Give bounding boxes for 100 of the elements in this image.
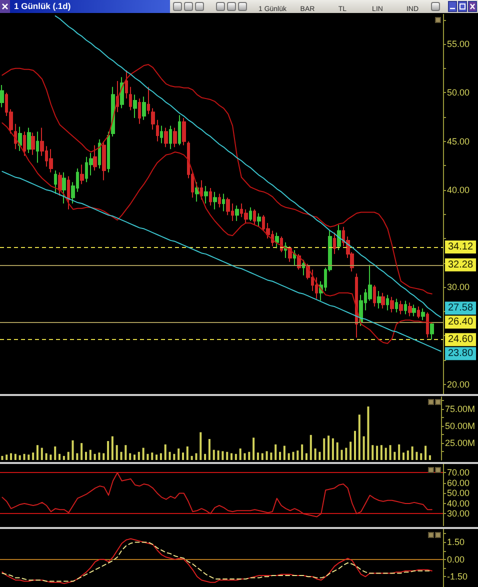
candlestick <box>235 204 239 222</box>
candlestick <box>0 84 4 108</box>
bar <box>380 445 382 460</box>
y-tick-label: 55.00 <box>447 39 470 50</box>
candlestick <box>404 300 407 315</box>
candlestick <box>333 232 336 255</box>
candlestick <box>293 250 296 266</box>
y-tick-label: 40.00 <box>447 498 470 508</box>
bar <box>318 452 321 460</box>
candlestick <box>62 172 66 204</box>
bar <box>226 452 228 460</box>
bar <box>1 456 4 460</box>
bar <box>310 434 312 460</box>
bar <box>134 454 136 460</box>
bar <box>305 453 308 460</box>
bar <box>301 444 304 460</box>
ref-line-label: 34.12 <box>448 242 474 253</box>
bar <box>261 453 264 460</box>
bar <box>340 450 343 460</box>
candlestick <box>200 180 203 200</box>
candlestick <box>182 117 186 146</box>
bar <box>416 452 418 460</box>
bar <box>406 450 409 460</box>
bar <box>402 452 404 460</box>
candlestick <box>337 224 341 251</box>
bar <box>384 448 387 460</box>
candlestick <box>160 125 163 144</box>
bar <box>367 406 370 460</box>
candlestick <box>27 127 31 154</box>
bar <box>120 452 122 460</box>
bar <box>40 448 43 460</box>
candlestick <box>249 206 252 222</box>
bar <box>358 414 360 460</box>
candlestick <box>222 193 225 212</box>
bar <box>230 453 233 460</box>
bar <box>394 452 396 460</box>
candlestick <box>195 182 199 202</box>
candlestick <box>58 172 62 196</box>
candlestick <box>395 298 398 313</box>
y-tick-label: 50.00 <box>447 488 470 498</box>
bar <box>138 452 140 460</box>
candlestick <box>257 212 261 228</box>
bar <box>195 453 198 460</box>
bar <box>296 450 299 460</box>
bar <box>129 453 132 460</box>
candlestick <box>129 86 132 111</box>
candlestick <box>275 232 279 249</box>
ref-line-label: 24.60 <box>448 334 474 346</box>
candlestick <box>133 94 137 118</box>
line-series <box>54 15 442 318</box>
candlestick <box>213 191 217 210</box>
candlestick <box>381 292 385 309</box>
bar <box>389 445 392 460</box>
candlestick <box>102 140 106 181</box>
bar <box>222 451 224 460</box>
bar <box>45 453 48 460</box>
bar <box>50 454 52 460</box>
candlestick <box>156 119 159 142</box>
bar <box>288 453 290 460</box>
candlestick <box>218 193 221 208</box>
bar <box>58 454 61 460</box>
bar <box>124 445 127 460</box>
candlestick <box>147 86 150 115</box>
bar <box>32 452 34 460</box>
bar <box>62 456 65 460</box>
y-tick-label: 30.00 <box>447 282 470 292</box>
bar <box>89 450 92 460</box>
line-series <box>2 64 432 294</box>
bar <box>283 446 286 460</box>
bar <box>116 445 118 460</box>
candlestick <box>377 290 381 309</box>
candlestick <box>209 187 212 206</box>
candlestick <box>23 131 26 156</box>
candlestick <box>138 98 141 124</box>
candlestick <box>386 294 389 311</box>
candlestick <box>49 148 53 173</box>
bar <box>411 446 414 460</box>
bar <box>190 456 193 460</box>
candlestick <box>111 86 115 137</box>
y-tick-label: 25.00M <box>444 438 476 448</box>
candlestick <box>125 70 128 100</box>
bar <box>266 451 268 460</box>
candlestick <box>54 170 57 194</box>
bar <box>186 446 188 460</box>
candlestick <box>302 259 305 276</box>
bar <box>314 448 316 460</box>
bar <box>76 453 78 460</box>
bar <box>217 450 220 460</box>
bar <box>234 454 237 460</box>
candlestick <box>14 123 17 150</box>
bar <box>336 442 338 460</box>
bar <box>10 453 12 460</box>
bar <box>164 444 166 460</box>
candlestick <box>164 127 168 148</box>
chart-title: 1 Günlük (.1d) <box>14 1 71 11</box>
line-series <box>2 170 442 352</box>
y-tick-label: 50.00M <box>444 421 476 432</box>
y-tick-label: 40.00 <box>447 184 470 195</box>
ref-line-label: 26.40 <box>448 316 474 328</box>
bar <box>398 444 400 460</box>
